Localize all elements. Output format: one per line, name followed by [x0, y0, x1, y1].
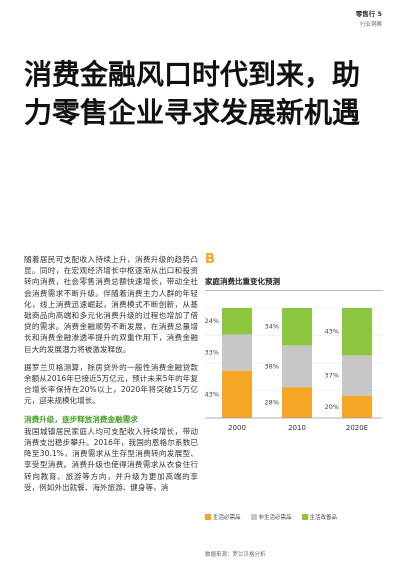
legend-swatch — [205, 514, 211, 520]
legend-label: 生活必需品 — [213, 515, 241, 521]
body-paragraph-2: 据罗兰贝格测算，除房贷外的一般性消费金融贷款余额从2016年已接近5万亿元，预计… — [24, 362, 198, 406]
bar-segment — [222, 370, 252, 418]
section-label: 零售行 5 — [355, 10, 382, 18]
body-paragraph-3: 我国城镇居民家庭人均可支配收入持续增长，带动消费支出稳步攀升。2016年，我国的… — [24, 426, 198, 492]
legend-entry: 生活必需品 — [205, 513, 241, 521]
data-label: 33% — [205, 349, 219, 357]
x-tick-label: 2020E — [346, 424, 368, 432]
x-tick-label: 2000 — [228, 424, 246, 432]
section-subtitle: 行业洞察 — [359, 22, 382, 28]
legend-entry: 生活改善品 — [301, 513, 338, 521]
legend-label: 非生活必需品 — [258, 515, 292, 521]
data-label: 43% — [325, 328, 339, 336]
legend-entry: 非生活必需品 — [250, 513, 292, 521]
page-header: 零售行 5 行业洞察 — [356, 8, 382, 28]
data-label: 34% — [265, 323, 279, 331]
chart-legend: 生活必需品 非生活必需品 生活改善品 — [205, 513, 337, 521]
data-label: 24% — [205, 317, 219, 325]
article-body: 随着居民可支配收入持续上升，消费升级的趋势凸显。同时，在宏观经济增长中枢逐渐从出… — [24, 254, 198, 500]
bar-segment — [282, 308, 312, 346]
bar-segment — [282, 387, 312, 418]
data-label: 28% — [265, 399, 279, 407]
bar-segment — [342, 396, 372, 418]
legend-swatch — [250, 514, 257, 520]
x-tick-label: 2010 — [288, 424, 306, 432]
chart-letter: B — [205, 252, 215, 267]
body-paragraph-1: 随着居民可支配收入持续上升，消费升级的趋势凸显。同时，在宏观经济增长中枢逐渐从出… — [24, 255, 198, 354]
stacked-bar-chart: 43% 33% 24% 2000 28% 38% 34% 2010 20% 37% 43% 2020E — [205, 307, 382, 432]
bar-segment — [282, 345, 312, 388]
article-title: 消费金融风口时代到来，助力零售企业寻求发展新机遇 — [24, 58, 361, 129]
bar-segment — [342, 355, 372, 396]
chart-title: 家庭消费比重变化预测 — [205, 276, 383, 291]
data-label: 37% — [325, 372, 339, 380]
chart-source: 数据来源：罗兰贝格分析 — [205, 552, 266, 558]
data-label: 38% — [265, 362, 279, 370]
section-subheading: 消费升级，逐步释放消费金融需求 — [24, 414, 138, 424]
legend-label: 生活改善品 — [309, 515, 338, 521]
bar-segment — [222, 308, 252, 335]
bar-segment — [342, 308, 372, 356]
bar-segment — [222, 334, 252, 371]
legend-swatch — [301, 514, 308, 520]
data-label: 20% — [325, 403, 339, 411]
data-label: 43% — [205, 390, 219, 398]
